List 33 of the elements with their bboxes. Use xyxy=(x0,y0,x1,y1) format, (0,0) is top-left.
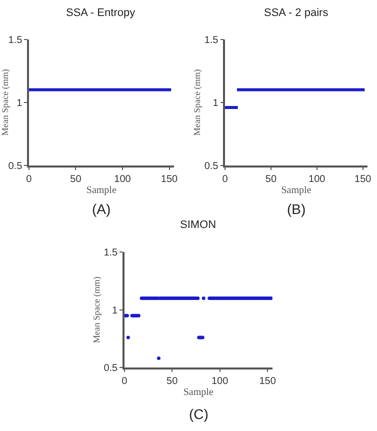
x-tick-label: 100 xyxy=(308,174,326,186)
text: (A) xyxy=(92,201,111,217)
chart-title: SIMON xyxy=(180,219,216,231)
x-tick-label: 0 xyxy=(222,174,228,186)
y-tick-label: 0.5 xyxy=(8,160,23,172)
x-tick-label: 150 xyxy=(354,174,372,186)
y-tick-label: 1.5 xyxy=(204,34,219,46)
y-tick-label: 1 xyxy=(112,305,118,316)
chart-title: SSA - 2 pairs xyxy=(264,7,329,19)
x-tick-label: 100 xyxy=(114,174,132,186)
x-tick-label: 100 xyxy=(211,376,229,388)
text: (C) xyxy=(189,406,208,422)
chart-title: SSA - Entropy xyxy=(66,7,136,19)
x-tick-label: 0 xyxy=(26,174,32,186)
y-tick-label: 1 xyxy=(212,98,219,109)
y-axis-title: Mean Space (mm) xyxy=(0,69,10,136)
x-axis-title: Sample xyxy=(281,185,312,196)
x-tick-label: 50 xyxy=(166,376,178,388)
x-tick-label: 0 xyxy=(122,376,128,388)
y-axis-title: Mean Space (mm) xyxy=(92,276,102,344)
x-axis-title: Sample xyxy=(183,387,214,398)
y-tick-label: 1.5 xyxy=(8,34,23,46)
y-tick-label: 0.5 xyxy=(104,362,118,374)
y-axis-title: Mean Space (mm) xyxy=(192,69,202,136)
x-tick-label: 150 xyxy=(160,174,178,186)
x-axis-title: Sample xyxy=(86,185,117,196)
y-tick-label: 0.5 xyxy=(204,160,219,172)
x-tick-label: 50 xyxy=(70,174,82,186)
y-tick-label: 1 xyxy=(16,98,23,109)
y-tick-label: 1.5 xyxy=(104,248,118,259)
x-tick-label: 150 xyxy=(259,376,276,388)
text: (B) xyxy=(287,201,306,217)
x-tick-label: 50 xyxy=(265,174,277,186)
